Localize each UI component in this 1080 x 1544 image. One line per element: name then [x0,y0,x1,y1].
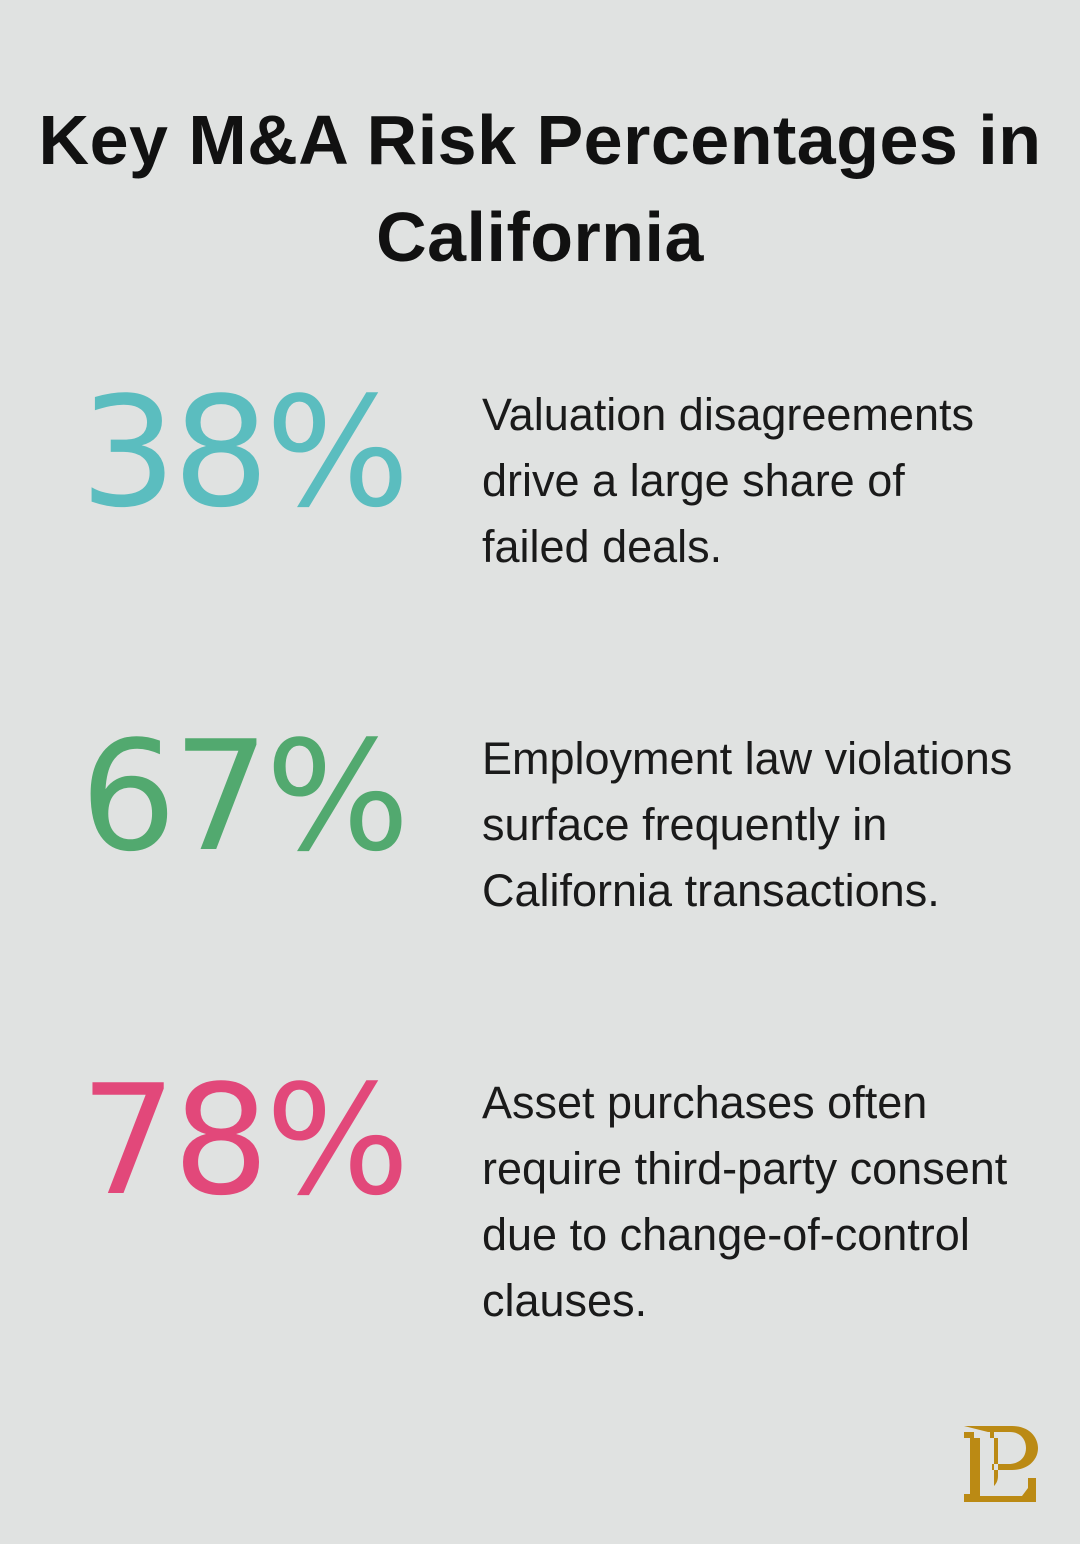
pl-monogram-logo-icon [964,1426,1038,1502]
page-title: Key M&A Risk Percentages in California [38,101,1042,276]
stat-description: Employment law violations surface freque… [482,733,1013,916]
stat-value: 67% [80,708,410,885]
stat-value: 78% [80,1052,410,1229]
stat-description: Valuation disagreements drive a large sh… [482,389,974,572]
stat-value: 38% [80,364,410,541]
stat-description: Asset purchases often require third-part… [482,1077,1008,1326]
